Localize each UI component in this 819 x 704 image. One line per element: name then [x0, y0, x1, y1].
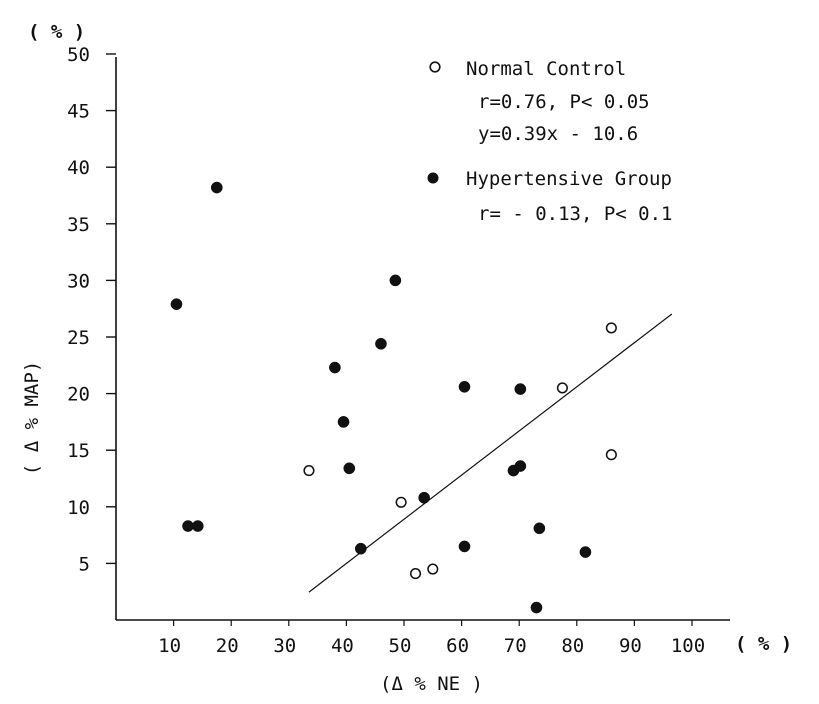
- hypertensive-point: [182, 520, 194, 532]
- normal-control-point: [427, 563, 439, 575]
- normal-control-point: [395, 496, 407, 508]
- x-tick-label: 70: [504, 635, 527, 657]
- legend: Normal Control r=0.76, P< 0.05 y=0.39x -…: [427, 58, 672, 225]
- normal-control-point: [605, 449, 617, 461]
- normal-control-point: [605, 322, 617, 334]
- x-ticks: 10 20 30 40 50 60 70 80 90 100: [158, 620, 705, 657]
- x-tick-label: 20: [216, 635, 239, 657]
- hypertensive-point: [210, 181, 223, 194]
- y-ticks: 5 10 15 20 25 30 35 40 45 50: [67, 44, 116, 575]
- hypertensive-point: [530, 601, 543, 614]
- data-points: [170, 181, 617, 614]
- y-axis-title: ( Δ % MAP): [21, 361, 43, 475]
- hypertensive-point: [533, 522, 546, 535]
- hypertensive-point: [343, 462, 356, 475]
- hypertensive-point: [191, 520, 204, 532]
- legend-filled-marker: [427, 172, 439, 184]
- hypertensive-point: [375, 337, 387, 350]
- x-axis-title: (Δ % NE ): [380, 673, 483, 695]
- normal-control-point: [409, 568, 422, 580]
- axes: [115, 57, 730, 621]
- hypertensive-point: [514, 383, 527, 395]
- legend-open-marker: [429, 61, 441, 73]
- y-tick-label: 30: [67, 270, 90, 292]
- y-tick-label: 40: [67, 157, 90, 179]
- legend-normal-stats: r=0.76, P< 0.05: [478, 91, 650, 113]
- hypertensive-point: [458, 540, 471, 553]
- y-tick-label: 10: [67, 497, 90, 519]
- y-tick-label: 45: [67, 101, 90, 123]
- hypertensive-point: [337, 416, 350, 428]
- legend-hypertensive-label: Hypertensive Group: [466, 168, 672, 190]
- regression-line: [308, 313, 673, 593]
- hypertensive-point: [514, 460, 527, 472]
- x-tick-label: 10: [158, 635, 181, 657]
- legend-normal-label: Normal Control: [466, 58, 626, 80]
- x-tick-label: 100: [671, 635, 705, 657]
- x-tick-label: 40: [331, 635, 354, 657]
- x-tick-label: 90: [619, 635, 642, 657]
- normal-control-point: [303, 465, 315, 477]
- x-tick-label: 80: [561, 635, 584, 657]
- normal-control-point: [556, 382, 568, 394]
- y-tick-label: 15: [67, 440, 90, 462]
- y-unit-label: ( % ): [28, 21, 85, 43]
- y-tick-label: 20: [67, 384, 90, 406]
- x-tick-label: 30: [273, 635, 296, 657]
- y-tick-label: 35: [67, 214, 90, 236]
- hypertensive-point: [354, 542, 367, 555]
- x-tick-label: 60: [446, 635, 469, 657]
- legend-normal-equation: y=0.39x - 10.6: [478, 123, 638, 145]
- y-tick-label: 25: [67, 327, 90, 349]
- hypertensive-point: [579, 546, 592, 558]
- legend-hypertensive-stats: r= - 0.13, P< 0.1: [478, 203, 672, 225]
- hypertensive-point: [170, 298, 183, 311]
- hypertensive-point: [389, 274, 402, 287]
- hypertensive-point: [458, 380, 471, 393]
- x-unit-label: ( % ): [735, 633, 792, 655]
- y-tick-label: 50: [67, 44, 90, 66]
- hypertensive-point: [329, 361, 341, 374]
- x-tick-label: 50: [389, 635, 412, 657]
- hypertensive-point: [418, 491, 431, 504]
- y-tick-label: 5: [79, 553, 90, 575]
